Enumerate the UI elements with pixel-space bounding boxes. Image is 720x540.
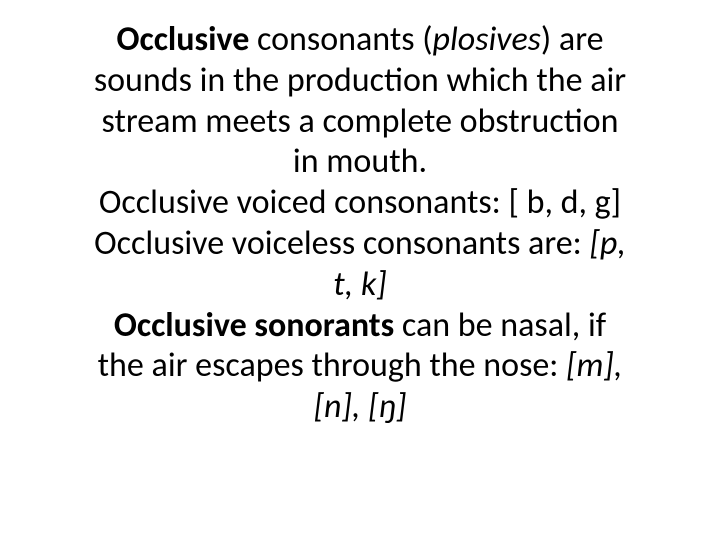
text-line: Occlusive voiced consonants: [ b, d, g] (30, 183, 690, 224)
text-line: Occlusive sonorants can be nasal, if (30, 306, 690, 347)
text-segment: consonants ( (249, 19, 432, 60)
text-line: in mouth. (30, 142, 690, 183)
text-line: stream meets a complete obstruction (30, 102, 690, 143)
text-line: [n], [ŋ] (30, 387, 690, 428)
text-segment: plosives (433, 19, 541, 60)
text-segment: in mouth. (293, 141, 427, 182)
text-segment: the air escapes through the nose: (98, 345, 566, 386)
text-line: the air escapes through the nose: [m], (30, 346, 690, 387)
text-line: Occlusive consonants (plosives) are (30, 20, 690, 61)
slide-container: Occlusive consonants (plosives) aresound… (0, 0, 720, 540)
text-segment: can be nasal, if (394, 305, 606, 346)
text-line: Occlusive voiceless consonants are: [p, (30, 224, 690, 265)
text-segment: stream meets a complete obstruction (102, 101, 619, 142)
text-segment: [n], [ŋ] (314, 386, 407, 427)
text-segment: ) are (541, 19, 604, 60)
text-segment: sounds in the production which the air (94, 60, 626, 101)
text-segment: [m], (566, 345, 622, 386)
text-segment: [p, (589, 223, 625, 264)
text-segment: Occlusive (116, 19, 249, 60)
text-line: t, k] (30, 265, 690, 306)
text-segment: t, k] (333, 264, 386, 305)
text-segment: Occlusive voiced consonants: [ b, d, g] (99, 182, 621, 223)
slide-text: Occlusive consonants (plosives) aresound… (30, 20, 690, 428)
text-line: sounds in the production which the air (30, 61, 690, 102)
text-segment: Occlusive sonorants (114, 305, 394, 346)
text-segment: Occlusive voiceless consonants are: (94, 223, 589, 264)
